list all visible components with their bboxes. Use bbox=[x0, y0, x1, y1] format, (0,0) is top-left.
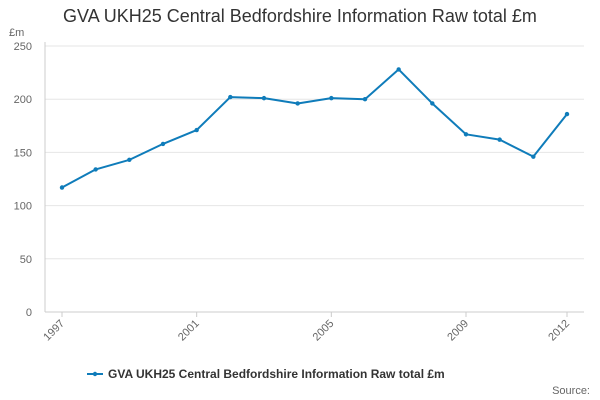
data-point-2009[interactable] bbox=[463, 132, 469, 137]
y-tick-label-4: 200 bbox=[14, 94, 32, 106]
data-point-2003[interactable] bbox=[261, 95, 267, 101]
x-tick-label-0: 1997 bbox=[41, 318, 67, 344]
data-point-2005[interactable] bbox=[329, 95, 334, 101]
x-tick-label-2: 2005 bbox=[311, 318, 337, 344]
data-point-2002[interactable] bbox=[228, 94, 233, 100]
y-tick-label-1: 50 bbox=[20, 254, 32, 266]
y-axis-unit-label: £m bbox=[9, 27, 24, 39]
data-point-1999[interactable] bbox=[127, 157, 132, 163]
data-point-2006[interactable] bbox=[362, 97, 368, 102]
data-point-2004[interactable] bbox=[295, 101, 300, 106]
x-axis-tick-labels: 1997 2001 2005 2009 2012 bbox=[41, 312, 572, 343]
y-tick-label-5: 250 bbox=[14, 41, 32, 53]
data-point-2001[interactable] bbox=[194, 127, 199, 133]
data-point-2011[interactable] bbox=[531, 154, 536, 159]
data-point-2010[interactable] bbox=[497, 137, 502, 142]
data-point-2008[interactable] bbox=[430, 101, 435, 106]
data-point-2007[interactable] bbox=[396, 67, 401, 72]
data-point-2000[interactable] bbox=[160, 141, 166, 147]
series bbox=[59, 67, 570, 190]
y-tick-label-0: 0 bbox=[26, 307, 32, 319]
legend-swatch-marker bbox=[92, 371, 98, 377]
chart-title: GVA UKH25 Central Bedfordshire Informati… bbox=[63, 6, 537, 26]
axes bbox=[44, 42, 584, 313]
x-tick-label-1: 2001 bbox=[176, 318, 202, 344]
gridlines bbox=[45, 45, 584, 260]
y-tick-label-3: 150 bbox=[14, 147, 32, 159]
y-axis-tick-labels: 0 50 100 150 200 250 bbox=[14, 41, 32, 319]
data-point-1998[interactable] bbox=[93, 167, 98, 172]
series-line-0 bbox=[61, 68, 568, 189]
x-tick-label-4: 2012 bbox=[546, 318, 572, 344]
data-point-2012[interactable] bbox=[564, 111, 570, 117]
source-label: Source: bbox=[552, 385, 590, 397]
y-tick-label-2: 100 bbox=[14, 201, 32, 213]
data-point-1997[interactable] bbox=[59, 185, 65, 190]
legend-label: GVA UKH25 Central Bedfordshire Informati… bbox=[108, 367, 445, 381]
x-tick-label-3: 2009 bbox=[445, 318, 471, 344]
legend[interactable]: GVA UKH25 Central Bedfordshire Informati… bbox=[87, 367, 445, 381]
